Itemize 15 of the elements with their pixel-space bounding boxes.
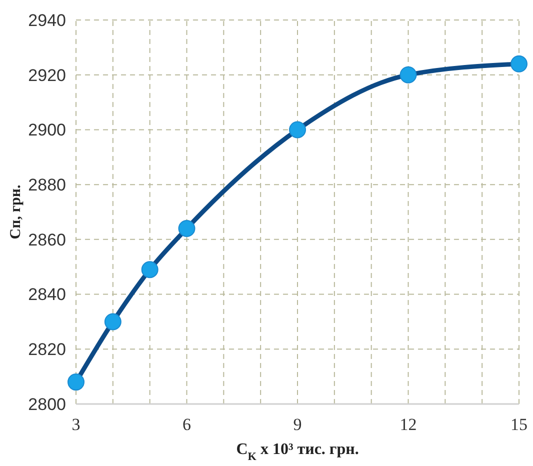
x-tick-label: 12 [400, 415, 417, 434]
y-tick-label: 2800 [28, 394, 66, 414]
x-tick-label: 6 [182, 415, 191, 434]
y-tick-label: 2920 [28, 66, 66, 85]
x-tick-label: 9 [293, 415, 302, 434]
y-tick-label: 2820 [28, 340, 66, 360]
y-tick-label: 2900 [28, 120, 66, 140]
y-tick-label: 2940 [28, 10, 66, 30]
y-tick-label: 2880 [28, 176, 66, 195]
x-axis-title: C$_{K}$ x 10³ тис. грн. [236, 441, 359, 463]
y-tick-label: 2840 [28, 285, 66, 304]
y-axis-title: Сп, грн. [8, 184, 24, 240]
y-tick-label: 2860 [28, 230, 66, 250]
x-tick-label: 3 [72, 415, 80, 434]
x-tick-label: 15 [510, 415, 528, 434]
